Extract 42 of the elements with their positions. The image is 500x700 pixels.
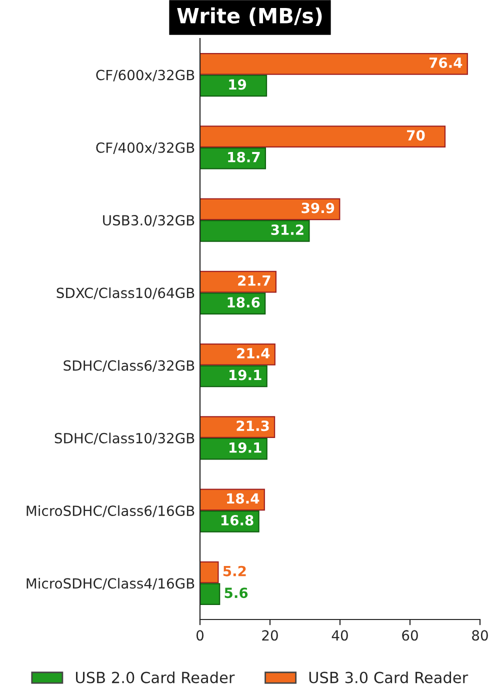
y-tick-label: SDXC/Class10/64GB	[56, 287, 194, 300]
bar	[200, 561, 219, 584]
data-label: 21.4	[237, 348, 270, 358]
data-label: 18.6	[228, 297, 260, 308]
x-tick-label: 20	[262, 630, 278, 641]
bar	[200, 220, 310, 242]
x-tick-label: 0	[196, 630, 204, 641]
legend-label: USB 2.0 Card Reader	[76, 671, 235, 684]
data-label: 39.9	[302, 202, 334, 214]
data-label: 19.1	[230, 442, 262, 453]
bar	[200, 270, 277, 293]
legend-label: USB 3.0 Card Reader	[309, 671, 468, 684]
data-label: 31.2	[271, 224, 304, 235]
bar	[200, 583, 220, 605]
data-label: 18.7	[228, 152, 260, 162]
y-tick-label: SDHC/Class10/32GB	[54, 432, 194, 445]
y-tick-label: USB3.0/32GB	[103, 215, 194, 227]
data-label: 5.6	[224, 588, 248, 598]
y-tick-label: CF/400x/32GB	[96, 142, 194, 154]
data-label: 76.4	[429, 57, 462, 68]
x-tick-label: 80	[472, 630, 488, 641]
data-label: 19.1	[230, 370, 262, 380]
bar	[200, 74, 268, 97]
bar	[200, 53, 468, 75]
bar	[200, 198, 340, 220]
y-tick-label: MicroSDHC/Class4/16GB	[26, 578, 194, 590]
data-label: 16.8	[221, 514, 254, 526]
bar	[200, 416, 276, 438]
bar	[200, 126, 446, 148]
bar	[200, 344, 276, 366]
data-label: 18.4	[227, 493, 260, 504]
y-tick-label: CF/600x/32GB	[96, 70, 194, 82]
y-tick-label: SDHC/Class6/32GB	[64, 360, 194, 372]
data-label: 21.3	[236, 420, 269, 432]
data-label: 5.2	[223, 566, 246, 576]
data-label: 21.7	[238, 275, 270, 286]
x-tick-label: 60	[402, 630, 418, 641]
data-label: 70	[407, 130, 425, 141]
x-tick-label: 40	[332, 630, 348, 641]
chart-title: Write (MB/s)	[177, 7, 322, 26]
data-label: 19	[229, 79, 246, 90]
y-tick-label: MicroSDHC/Class6/16GB	[26, 505, 194, 518]
